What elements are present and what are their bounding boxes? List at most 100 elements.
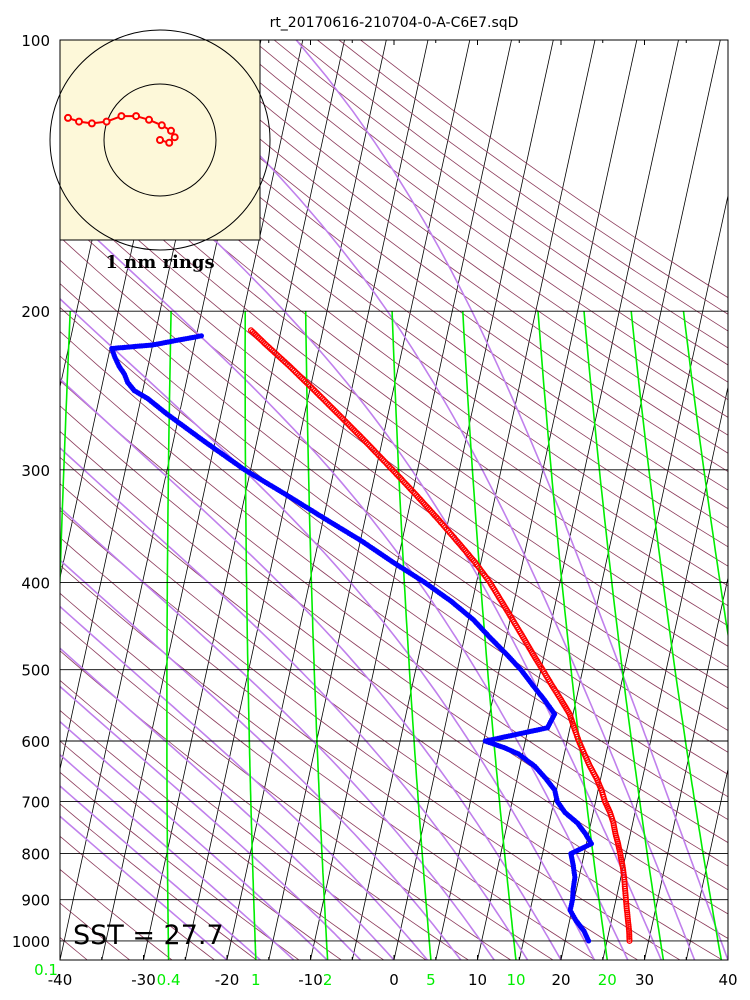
mixing-ratio-line <box>682 311 728 640</box>
x-tick-label: 10 <box>468 971 487 989</box>
temperature-point <box>396 474 404 481</box>
temperature-point <box>289 365 296 373</box>
inset-ring-outer <box>49 29 271 251</box>
dry-adiabat-line <box>60 650 469 960</box>
dry-adiabat-line <box>60 621 511 960</box>
dry-adiabat-line <box>60 803 257 960</box>
moist-adiabat-line <box>60 446 529 960</box>
dry-adiabat-line <box>60 191 728 689</box>
temperature-point <box>331 407 338 414</box>
temperature-point <box>306 382 313 390</box>
temperature-point <box>334 410 342 417</box>
temperature-point <box>297 373 304 380</box>
temperature-point <box>247 327 255 334</box>
temperature-point <box>336 412 343 419</box>
inset-track-point <box>167 126 175 135</box>
isotherm-line <box>727 958 728 960</box>
mixing-ratio-label: 10 <box>506 971 525 989</box>
dry-adiabat-line <box>60 835 215 960</box>
inset-label: 1 nm rings <box>105 252 214 273</box>
isotherm-line <box>351 40 554 960</box>
dewpoint-profile <box>109 333 595 944</box>
isotherm-line <box>560 193 728 960</box>
x-tick-label: -20 <box>215 971 240 989</box>
inset-track-point <box>156 136 164 144</box>
mixing-ratio-label: 2 <box>323 971 333 989</box>
dry-adiabat-line <box>60 82 728 587</box>
moist-adiabat-line <box>60 605 429 960</box>
pressure-tick-label: 600 <box>21 733 50 751</box>
pressure-axis-ticks: 100 200 300 400 500 600 700 800 900 1000 <box>12 32 50 951</box>
mixing-ratio-line <box>391 311 432 960</box>
temperature-point <box>319 395 326 402</box>
mixing-ratio-line <box>583 311 665 960</box>
pressure-tick-label: 500 <box>21 662 50 680</box>
dry-adiabat-line <box>122 40 728 491</box>
inset-track-point <box>64 113 72 122</box>
dry-adiabat-line <box>60 103 728 607</box>
temperature-point <box>410 488 417 495</box>
pressure-tick-label: 400 <box>21 574 50 592</box>
temperature-point <box>337 413 345 420</box>
mixing-ratio-line <box>630 311 723 960</box>
inset-track <box>64 112 179 147</box>
temperature-point <box>261 340 268 347</box>
isotherm-line <box>602 385 728 960</box>
inset-track-point <box>132 112 141 121</box>
dry-adiabat-line <box>144 40 728 473</box>
moist-adiabat-line <box>60 647 395 960</box>
temperature-point <box>330 406 337 413</box>
moist-adiabat-line <box>60 785 261 960</box>
pressure-tick-label: 200 <box>21 303 50 321</box>
isotherm-line <box>226 40 429 960</box>
pressure-tick-label: 700 <box>21 793 50 811</box>
temperature-point <box>626 933 633 940</box>
pressure-tick-label: 1000 <box>12 933 50 951</box>
moist-adiabat-line <box>60 506 495 960</box>
x-tick-label: 0 <box>389 971 399 989</box>
inset-track-point <box>170 133 179 142</box>
pressure-tick-label: 300 <box>21 462 50 480</box>
chart-title: rt_20170616-210704-0-A-C6E7.sqD <box>270 15 519 31</box>
temperature-point <box>356 432 363 439</box>
temperature-point <box>310 386 317 393</box>
temperature-point <box>402 480 409 488</box>
temperature-point <box>325 401 332 408</box>
mixing-ratio-label: 20 <box>598 971 617 989</box>
inset-ring-inner <box>103 83 217 197</box>
x-tick-label: 40 <box>718 971 737 989</box>
temperature-point <box>381 458 389 465</box>
dry-adiabat-line <box>60 592 554 960</box>
temperature-point <box>362 438 369 445</box>
temperature-point <box>320 396 328 403</box>
moist-adiabat-line <box>60 685 362 960</box>
inset-track-point <box>102 117 111 126</box>
x-tick-label: -40 <box>48 971 73 989</box>
moist-adiabat-line <box>60 297 596 960</box>
temperature-point <box>292 369 299 376</box>
mixing-ratio-line <box>60 311 71 602</box>
dry-adiabat-line <box>60 213 728 710</box>
pressure-tick-label: 100 <box>21 32 50 50</box>
moist-adiabat-line <box>60 377 562 960</box>
temperature-point <box>348 424 355 431</box>
dry-adiabat-line <box>60 868 173 960</box>
dry-adiabat-line <box>79 40 728 529</box>
location-inset <box>49 29 271 251</box>
dewpoint-point <box>198 333 204 339</box>
isotherm-line <box>0 40 52 960</box>
dry-adiabat-line <box>60 509 681 960</box>
pressure-tick-label: 900 <box>21 892 50 910</box>
x-tick-label: -30 <box>131 971 156 989</box>
moist-adiabat-lines <box>60 40 728 960</box>
dry-adiabat-line <box>187 40 728 436</box>
temperature-point <box>360 436 367 443</box>
dry-adiabat-line <box>60 306 728 798</box>
x-tick-label: 20 <box>551 971 570 989</box>
mixing-ratio-lines <box>60 311 728 960</box>
temperature-point <box>339 415 346 422</box>
temperature-point <box>303 379 310 386</box>
dry-adiabat-line <box>60 125 728 627</box>
mixing-ratio-labels: 0.1 0.4 1 2 5 10 20 <box>34 961 617 989</box>
